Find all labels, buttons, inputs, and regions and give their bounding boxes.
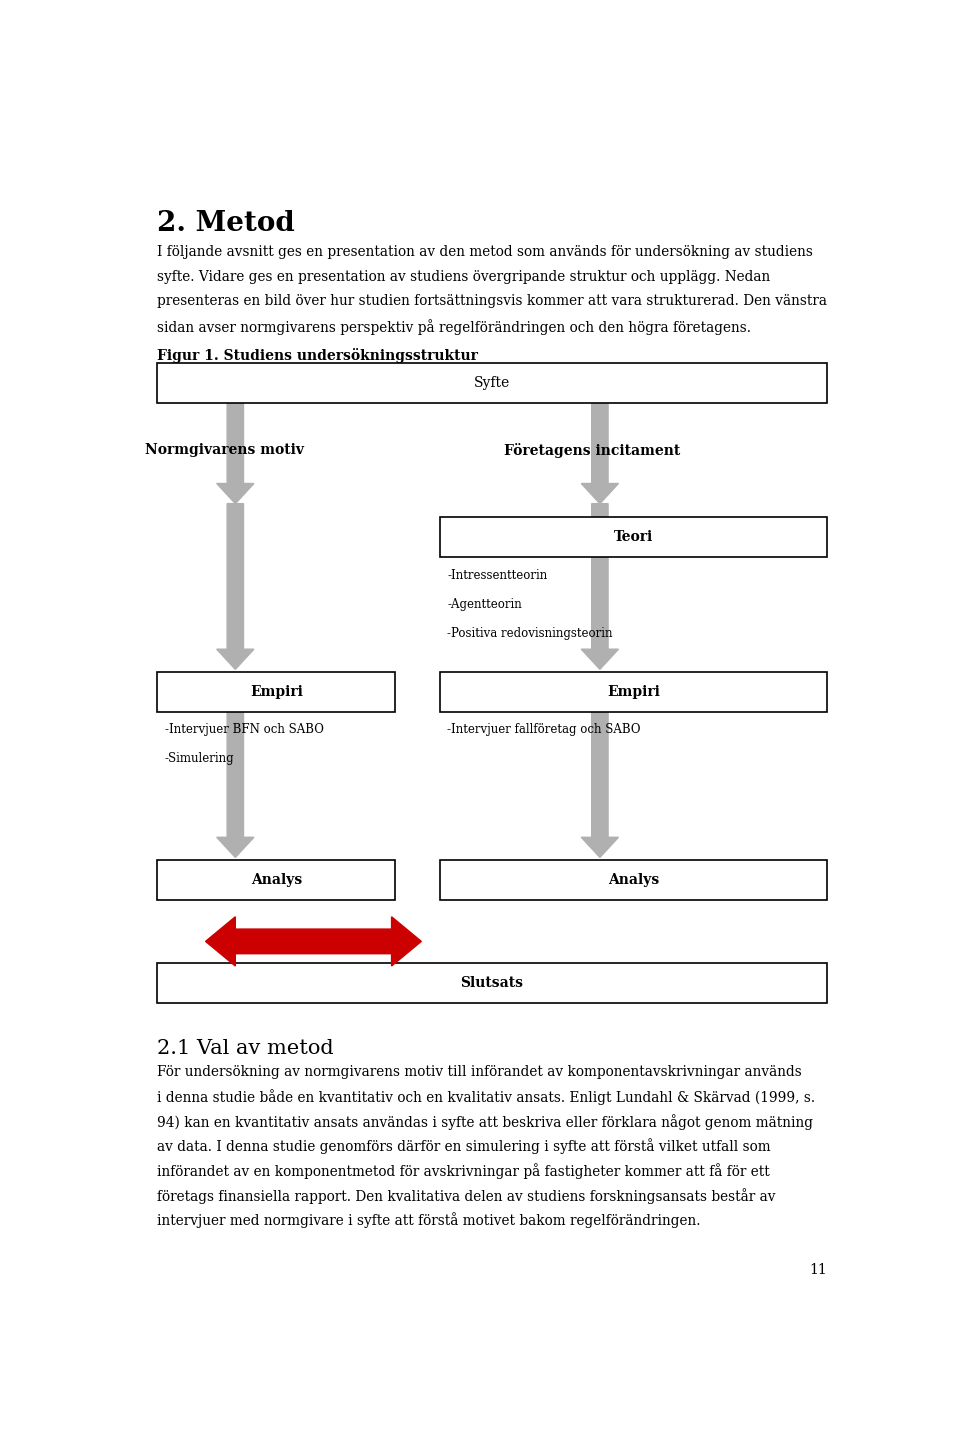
Text: Företagens incitament: Företagens incitament: [504, 443, 681, 458]
Bar: [157, 859, 396, 900]
Polygon shape: [217, 503, 253, 669]
Text: av data. I denna studie genomförs därför en simulering i syfte att förstå vilket: av data. I denna studie genomförs därför…: [157, 1138, 771, 1154]
Text: -Simulering: -Simulering: [165, 752, 234, 765]
Text: Analys: Analys: [251, 872, 301, 887]
Text: Slutsats: Slutsats: [461, 976, 523, 990]
Text: -Positiva redovisningsteorin: -Positiva redovisningsteorin: [447, 627, 612, 640]
Text: -Intervjuer fallföretag och SABO: -Intervjuer fallföretag och SABO: [447, 723, 641, 736]
Text: I följande avsnitt ges en presentation av den metod som används för undersökning: I följande avsnitt ges en presentation a…: [157, 246, 813, 259]
Text: företags finansiella rapport. Den kvalitativa delen av studiens forskningsansats: företags finansiella rapport. Den kvalit…: [157, 1188, 776, 1204]
Text: För undersökning av normgivarens motiv till införandet av komponentavskrivningar: För undersökning av normgivarens motiv t…: [157, 1064, 802, 1079]
Polygon shape: [205, 917, 421, 965]
Bar: [157, 672, 396, 712]
Text: Syfte: Syfte: [474, 375, 510, 390]
Text: intervjuer med normgivare i syfte att förstå motivet bakom regelförändringen.: intervjuer med normgivare i syfte att fö…: [157, 1213, 701, 1229]
Text: Normgivarens motiv: Normgivarens motiv: [145, 443, 303, 457]
Text: Figur 1. Studiens undersökningsstruktur: Figur 1. Studiens undersökningsstruktur: [157, 348, 478, 364]
Bar: [440, 518, 827, 557]
Text: införandet av en komponentmetod för avskrivningar på fastigheter kommer att få f: införandet av en komponentmetod för avsk…: [157, 1163, 770, 1179]
Polygon shape: [581, 503, 618, 669]
Text: Analys: Analys: [608, 872, 659, 887]
Polygon shape: [217, 712, 253, 858]
Polygon shape: [581, 712, 618, 858]
Text: 2.1 Val av metod: 2.1 Val av metod: [157, 1038, 334, 1059]
Text: presenteras en bild över hur studien fortsättningsvis kommer att vara strukturer: presenteras en bild över hur studien for…: [157, 294, 828, 308]
Bar: [157, 362, 827, 403]
Text: -Agentteorin: -Agentteorin: [447, 598, 522, 611]
Text: 11: 11: [809, 1264, 827, 1277]
Text: Empiri: Empiri: [607, 685, 660, 699]
Bar: [440, 859, 827, 900]
Text: syfte. Vidare ges en presentation av studiens övergripande struktur och upplägg.: syfte. Vidare ges en presentation av stu…: [157, 269, 771, 284]
Polygon shape: [217, 403, 253, 503]
Text: 2. Metod: 2. Metod: [157, 211, 295, 237]
Text: -Intressentteorin: -Intressentteorin: [447, 569, 547, 582]
Text: Empiri: Empiri: [250, 685, 302, 699]
Text: sidan avser normgivarens perspektiv på regelförändringen och den högra företagen: sidan avser normgivarens perspektiv på r…: [157, 318, 752, 334]
Bar: [157, 963, 827, 1003]
Text: -Intervjuer BFN och SABO: -Intervjuer BFN och SABO: [165, 723, 324, 736]
Bar: [440, 672, 827, 712]
Text: 94) kan en kvantitativ ansats användas i syfte att beskriva eller förklara något: 94) kan en kvantitativ ansats användas i…: [157, 1114, 813, 1130]
Text: Teori: Teori: [613, 531, 653, 544]
Text: i denna studie både en kvantitativ och en kvalitativ ansats. Enligt Lundahl & Sk: i denna studie både en kvantitativ och e…: [157, 1089, 815, 1105]
Polygon shape: [581, 403, 618, 503]
